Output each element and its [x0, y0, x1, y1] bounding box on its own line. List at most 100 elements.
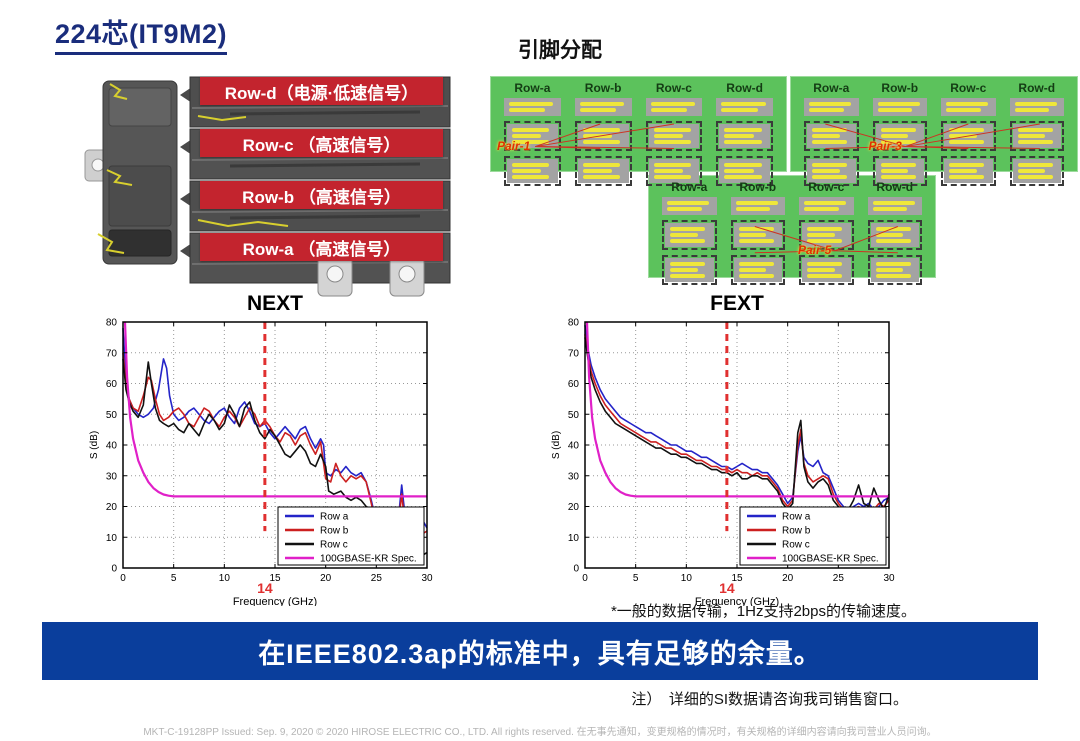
pin-panel-pair3: Row-a Row-b Row-c Row-d Pair-3 [790, 76, 1078, 186]
pin-column: Row-b [724, 180, 793, 285]
legend-label: Row b [320, 526, 349, 537]
y-tick-label: 10 [568, 533, 580, 544]
transmission-note: *一般的数据传输，1Hz支持2bps的传输速度。 [610, 603, 916, 620]
pin-pair-group [645, 121, 703, 151]
pin-strip [730, 197, 785, 215]
connector-wire-accents [97, 83, 289, 254]
si-note: 注） 详细的SI数据请咨询我司销售窗口。 [631, 691, 908, 708]
y-tick-label: 60 [106, 379, 118, 390]
pin-pair-group [867, 255, 922, 285]
series-100gbase-kr-spec- [123, 321, 427, 498]
pin-pair-group [872, 156, 927, 186]
fext-chart-svg: FEXT 0 5 10 15 20 25 30 0 10 20 30 40 50 60 70 80 14Frequ… [551, 292, 895, 608]
chart-title: FEXT [710, 292, 764, 315]
legend-label: Row c [320, 540, 348, 551]
row-label-d: Row-d（电源·低速信号） [200, 77, 443, 105]
pin-pair-group [1009, 121, 1064, 151]
pair-label: Pair-3 [868, 139, 902, 154]
page-title: 224芯(IT9M2) [55, 12, 228, 55]
series-row-c [584, 337, 890, 514]
connector-mount-tabs [317, 251, 425, 297]
legend-label: 100GBASE-KR Spec. [320, 554, 417, 565]
pin-column-header: Row-b [739, 180, 777, 194]
x-tick-label: 10 [681, 573, 693, 584]
y-tick-label: 30 [106, 471, 118, 482]
frequency-marker-label: 14 [719, 580, 735, 596]
pair-label: Pair-1 [497, 139, 531, 154]
pair-connection-lines [649, 176, 935, 277]
pair-connection-lines [791, 77, 1077, 171]
pin-strip [804, 98, 859, 116]
pin-pair-group [799, 220, 854, 250]
pin-pair-group [716, 156, 773, 186]
pin-strip [1012, 124, 1061, 148]
pin-strip [944, 159, 993, 183]
x-tick-label: 10 [219, 573, 231, 584]
pin-column-header: Row-a [671, 180, 708, 194]
pin-pair-group [574, 156, 632, 186]
x-tick-label: 25 [833, 573, 845, 584]
connector-side-tab-hole [91, 158, 105, 172]
pin-column-header: Row-a [813, 81, 850, 95]
pin-column: Row-c [639, 81, 710, 186]
y-tick-label: 20 [568, 502, 580, 513]
pin-columns: Row-a Row-b Row-c Row-d [655, 180, 929, 285]
pin-pair-group [716, 121, 773, 151]
next-chart-svg: NEXT 0 5 10 15 20 25 30 0 10 20 30 40 50 60 70 80 14Frequ… [89, 292, 433, 608]
x-tick-label: 0 [582, 573, 588, 584]
pin-strip [1009, 98, 1064, 116]
pin-columns: Row-a Row-b Row-c Row-d [497, 81, 780, 186]
row-label-a: Row-a （高速信号） [200, 233, 443, 261]
x-tick-label: 5 [633, 573, 639, 584]
pin-strip [574, 98, 632, 116]
y-tick-label: 0 [573, 564, 579, 575]
pin-pair-group [730, 255, 785, 285]
y-tick-label: 50 [568, 410, 580, 421]
pin-strip [807, 159, 856, 183]
pin-pair-group [504, 156, 561, 186]
pin-column: Row-d [709, 81, 780, 186]
pin-column-header: Row-a [514, 81, 551, 95]
pin-column: Row-a [655, 180, 724, 285]
pin-strip [802, 258, 851, 282]
y-tick-label: 40 [568, 441, 580, 452]
pin-strip [577, 159, 629, 183]
pin-pair-group [804, 121, 859, 151]
pin-strip [807, 124, 856, 148]
pin-column-header: Row-b [881, 81, 919, 95]
pin-column-header: Row-c [950, 81, 987, 95]
y-axis-label: S (dB) [89, 431, 100, 459]
pin-column: Row-c [792, 180, 861, 285]
y-axis-label: S (dB) [551, 431, 562, 459]
y-tick-label: 70 [106, 348, 118, 359]
y-tick-label: 70 [568, 348, 580, 359]
pin-column-header: Row-d [1018, 81, 1056, 95]
conclusion-banner: 在IEEE802.3ap的标准中，具有足够的余量。 [42, 622, 1038, 680]
pair-connection-lines [491, 77, 786, 171]
pin-strip [941, 98, 996, 116]
pin-column: Row-b [866, 81, 935, 186]
pin-strip [507, 124, 558, 148]
pin-columns: Row-a Row-b Row-c Row-d [797, 81, 1071, 186]
x-axis-label: Frequency (GHz) [695, 596, 779, 606]
x-tick-label: 15 [731, 573, 743, 584]
y-tick-label: 50 [106, 410, 118, 421]
x-tick-label: 20 [782, 573, 794, 584]
pin-pair-group [941, 156, 996, 186]
x-tick-label: 20 [320, 573, 332, 584]
series-row-b [584, 334, 890, 514]
connector-left-block-base [108, 229, 172, 257]
frequency-marker-label: 14 [257, 580, 273, 596]
legend-label: Row a [782, 512, 811, 523]
legend-label: Row a [320, 512, 349, 523]
connector-left-block-face [108, 87, 172, 127]
series-100gbase-kr-spec- [585, 321, 889, 498]
next-chart: NEXT 0 5 10 15 20 25 30 0 10 20 30 40 50 60 70 80 14 Frequ… [85, 292, 435, 611]
y-tick-label: 10 [106, 533, 118, 544]
pin-pair-group [662, 255, 717, 285]
y-tick-label: 30 [568, 471, 580, 482]
y-tick-label: 40 [106, 441, 118, 452]
x-tick-label: 5 [171, 573, 177, 584]
pin-column: Row-a [497, 81, 568, 186]
